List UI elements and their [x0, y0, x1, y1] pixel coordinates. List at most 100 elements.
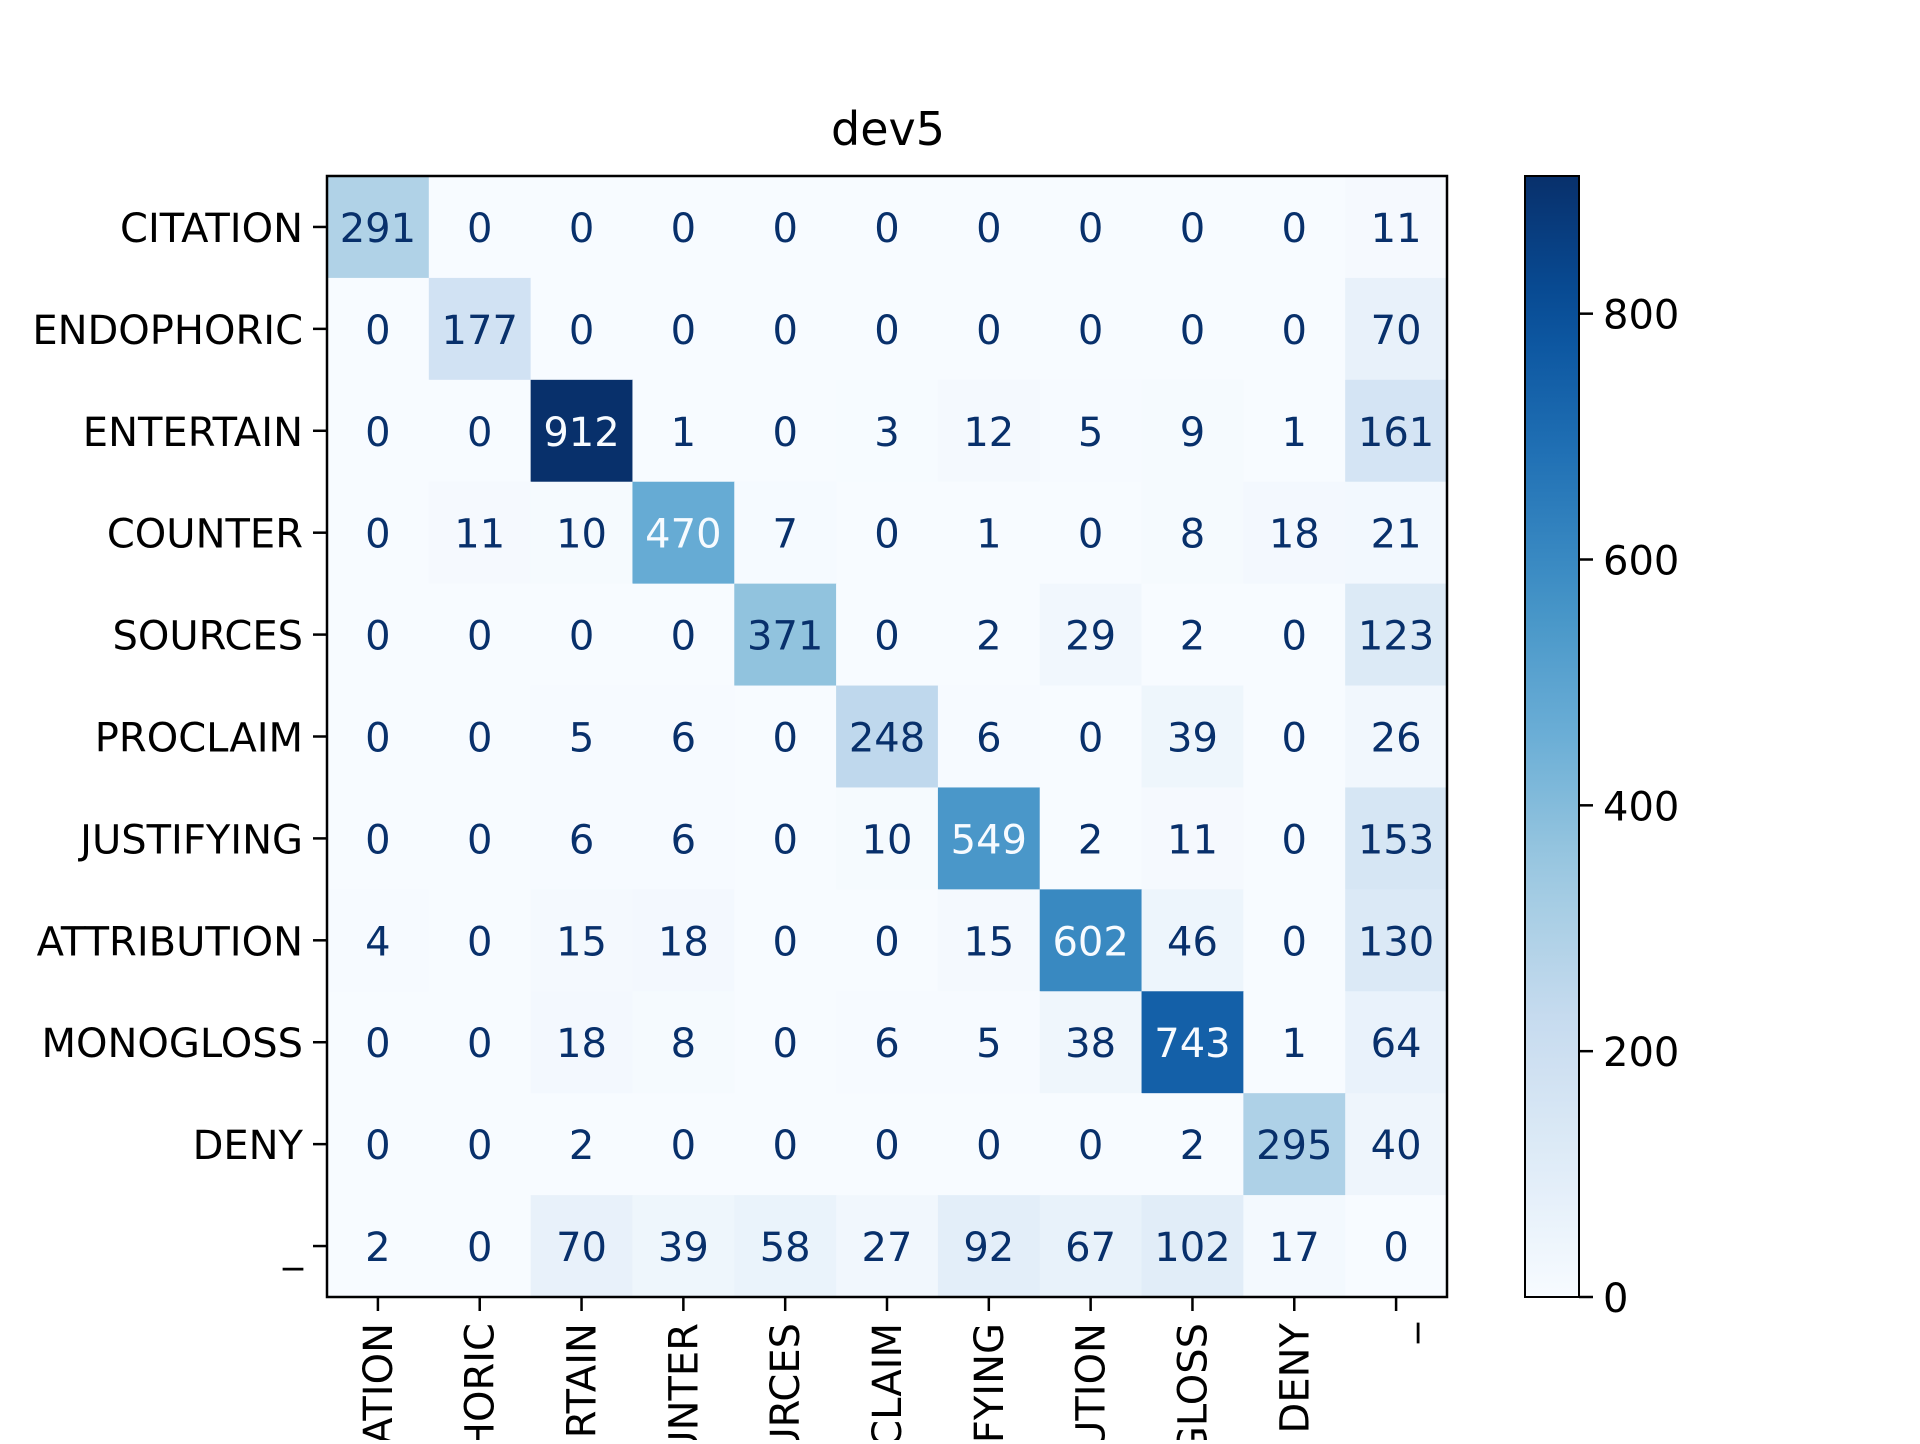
heatmap-cell [428, 1093, 532, 1196]
heatmap-cell [632, 277, 735, 381]
colorbar-tick-label: 600 [1603, 539, 1679, 585]
colorbar-tick-label: 800 [1603, 293, 1679, 339]
cell-value-label: 92 [963, 1225, 1014, 1271]
heatmap-cell [937, 583, 1041, 687]
cell-value-label: 0 [467, 716, 492, 762]
cell-value-label: 15 [556, 919, 607, 965]
heatmap-cell [1243, 1195, 1346, 1298]
cell-value-label: 5 [976, 1021, 1001, 1067]
heatmap-cell [530, 991, 634, 1094]
heatmap-cell [836, 685, 939, 789]
heatmap-cell [1141, 787, 1244, 890]
cell-value-label: 6 [874, 1021, 899, 1067]
cell-value-label: 0 [569, 206, 594, 252]
heatmap-cell [1141, 1195, 1244, 1298]
cell-value-label: 2 [1180, 614, 1205, 660]
cell-value-label: 549 [951, 817, 1027, 863]
heatmap-cell [530, 583, 634, 687]
cell-value-label: 0 [365, 410, 390, 456]
x-tick-label: IFYING [967, 1323, 1013, 1440]
cell-value-label: 0 [1282, 308, 1307, 354]
cell-value-label: 291 [340, 206, 416, 252]
heatmap-cell [836, 176, 939, 279]
cell-value-label: 0 [671, 614, 696, 660]
y-tick-label: DENY [193, 1123, 304, 1169]
heatmap-cell [530, 787, 634, 890]
heatmap-cell [937, 991, 1041, 1094]
y-tick-label: SOURCES [112, 614, 303, 660]
heatmap-cell [734, 1093, 837, 1196]
heatmap-cell [1243, 379, 1346, 483]
heatmap-cell [327, 1093, 430, 1196]
heatmap-cell [327, 1195, 430, 1298]
heatmap-cell [836, 991, 939, 1094]
chart-title: dev5 [831, 102, 945, 156]
cell-value-label: 0 [467, 206, 492, 252]
heatmap-cell [1141, 685, 1244, 789]
heatmap-cell [428, 685, 532, 789]
cell-value-label: 2 [569, 1123, 594, 1169]
cell-value-label: 0 [1078, 206, 1103, 252]
heatmap-cell [734, 176, 837, 279]
x-tick-label: HORIC [458, 1323, 504, 1440]
cell-value-label: 3 [874, 410, 899, 456]
heatmap-cell [1345, 277, 1448, 381]
heatmap-cell [1141, 481, 1244, 585]
y-tick-label: JUSTIFYING [77, 817, 303, 863]
heatmap-cell [1039, 379, 1143, 483]
heatmap-cell [632, 481, 735, 585]
cell-value-label: 11 [1371, 206, 1422, 252]
heatmap-cell [327, 889, 430, 992]
cell-value-label: 0 [772, 716, 797, 762]
cell-value-label: 0 [874, 1123, 899, 1169]
y-tick-label: ENDOPHORIC [32, 308, 303, 354]
heatmap-cell [632, 176, 735, 279]
cell-value-label: 18 [1269, 512, 1320, 558]
x-tick-label: DENY [1272, 1322, 1318, 1433]
heatmap-cell [1141, 379, 1244, 483]
heatmap-cell [327, 685, 430, 789]
cell-value-label: 153 [1358, 817, 1434, 863]
heatmap-cell [1141, 277, 1244, 381]
cell-value-label: 29 [1065, 614, 1116, 660]
x-tick-label: RTAIN [560, 1323, 606, 1438]
cell-value-label: 0 [467, 1021, 492, 1067]
cell-value-label: 602 [1052, 919, 1128, 965]
x-tick-label: UNTER [661, 1323, 707, 1440]
cell-value-label: 0 [467, 817, 492, 863]
heatmap-cell [937, 379, 1041, 483]
cell-value-label: 2 [976, 614, 1001, 660]
cell-value-label: 0 [874, 614, 899, 660]
cell-value-label: 0 [976, 206, 1001, 252]
cell-value-label: 0 [772, 1123, 797, 1169]
cell-value-label: 0 [1078, 716, 1103, 762]
cell-value-label: 0 [874, 919, 899, 965]
heatmap-cell [428, 176, 532, 279]
heatmap-cell [1345, 889, 1448, 992]
heatmap-cell [327, 991, 430, 1094]
heatmap-cell [632, 1195, 735, 1298]
cell-value-label: 1 [1282, 410, 1307, 456]
heatmap-cell [1243, 991, 1346, 1094]
cell-value-label: 0 [467, 1225, 492, 1271]
cell-value-label: 102 [1154, 1225, 1230, 1271]
heatmap-cell [937, 481, 1041, 585]
heatmap-cell [428, 481, 532, 585]
cell-value-label: 27 [862, 1225, 913, 1271]
heatmap-cell [1243, 583, 1346, 687]
heatmap-cell [836, 481, 939, 585]
heatmap-cell [937, 787, 1041, 890]
cell-value-label: 18 [658, 919, 709, 965]
cell-value-label: 161 [1358, 410, 1434, 456]
heatmap-cell [1243, 481, 1346, 585]
heatmap-cell [937, 889, 1041, 992]
heatmap-cell [632, 583, 735, 687]
cell-value-label: 0 [772, 919, 797, 965]
heatmap-cell [1345, 379, 1448, 483]
heatmap-cell [632, 787, 735, 890]
cell-value-label: 0 [467, 919, 492, 965]
heatmap-cell [734, 889, 837, 992]
cell-value-label: 371 [747, 614, 823, 660]
cell-value-label: 0 [365, 716, 390, 762]
